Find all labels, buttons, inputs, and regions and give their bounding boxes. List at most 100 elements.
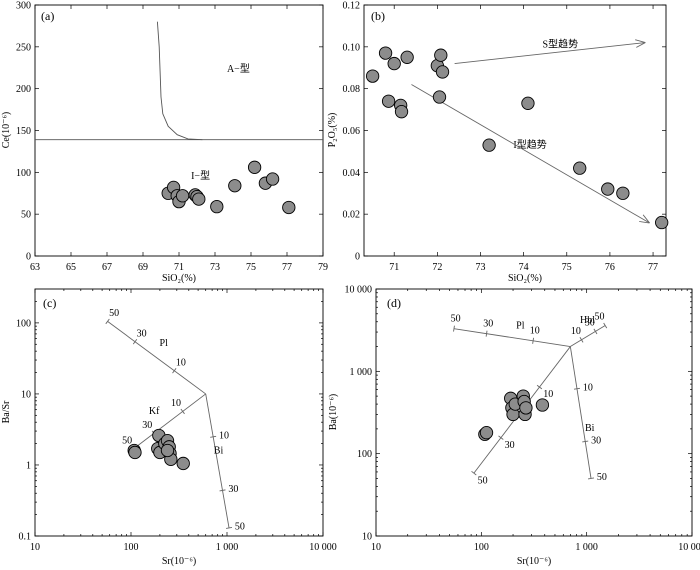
pl-vector-tick — [532, 337, 535, 344]
s-trend-arrow — [454, 43, 645, 65]
bi-vector-tick — [219, 489, 226, 492]
panel-d: (d) Sr(10⁻⁶) Ba(10⁻⁶) 10 100 1 000 10 000 10… — [328, 285, 700, 568]
bi-vector-tick — [573, 387, 581, 390]
panel-b-data-point — [387, 56, 401, 71]
panel-a-data-point — [192, 192, 206, 206]
kf-vector-tick — [536, 384, 543, 390]
bi-vector-tick — [210, 435, 217, 438]
pl-vector-line — [107, 321, 206, 395]
bi-vector-line — [205, 393, 230, 528]
kf-vector-tick-label: 50 — [122, 435, 132, 446]
pl-vector-tick-label: 50 — [109, 308, 119, 319]
panel-b-data-point — [381, 94, 396, 108]
panel-c-ytick-label: 100 — [16, 318, 31, 329]
panel-b-data-point — [601, 182, 615, 196]
panel-d-xlabel: Sr(10⁻⁶) — [517, 556, 551, 567]
panel-a-ytick-label: 100 — [16, 168, 31, 179]
panel-b-data-point — [616, 186, 630, 200]
panel-b-data-point — [655, 215, 669, 230]
panel-a-xtick-label: 75 — [246, 262, 256, 273]
annotation-i-trend: I型趋势 — [513, 138, 546, 151]
panel-a-ytick-label: 150 — [16, 126, 31, 137]
hbl-vector-tick — [593, 328, 598, 335]
panel-b-data-point — [434, 48, 448, 62]
panel-c-ytick-label: 0.1 — [19, 532, 32, 543]
pl-vector-tick — [453, 325, 455, 332]
panel-c-xtick-label: 10 — [30, 542, 40, 553]
pl-vector-line — [453, 328, 571, 347]
hbl-vector-tick — [579, 337, 584, 343]
bi-vector-tick — [582, 440, 589, 443]
panel-c-xlabel: Sr(10⁻⁶) — [162, 556, 196, 567]
panel-a-xtick-label: 73 — [210, 262, 220, 273]
panel-b-ytick-label: 0.04 — [343, 168, 361, 179]
pl-vector-tick-label: 30 — [483, 318, 493, 329]
kf-vector-tick-label: 10 — [171, 398, 181, 409]
panel-c-ytick-label: 1 — [26, 460, 31, 471]
panel-a-label: (a) — [41, 9, 54, 23]
panel-d-ytick-label: 1 000 — [350, 367, 373, 378]
panel-b-ytick-label: 0.06 — [343, 126, 361, 137]
annotation-i-type: I−型 — [191, 169, 210, 182]
panel-a-data-point — [282, 200, 296, 215]
panel-b-data-point — [378, 46, 393, 60]
panel-b-xlabel: SiO₂(%) — [508, 273, 542, 284]
panel-d-ylabel: Ba(10⁻⁶) — [328, 394, 339, 431]
annotation-s-trend: S型趋势 — [543, 38, 579, 51]
kf-vector-tick-label: 30 — [142, 420, 152, 431]
panel-b-xtick-label: 74 — [519, 262, 529, 273]
panel-d-data-point — [535, 398, 550, 412]
panel-b-data-point — [400, 50, 414, 64]
panel-a-ytick-label: 300 — [16, 1, 31, 12]
panel-c: (c) Sr(10⁻⁶) Ba/Sr 10 100 1 000 10 000 0.1 1 1… — [1, 288, 337, 567]
panel-b: (b) SiO₂(%) P₂O₅(%) S型趋势 I型趋势 71 72 73 74 75… — [327, 1, 669, 284]
panel-d-label: (d) — [387, 296, 401, 310]
panel-a-xtick-label: 69 — [138, 262, 148, 273]
panel-a-xtick-label: 65 — [66, 262, 76, 273]
panel-d-data-point — [479, 425, 494, 440]
kf-vector-tick — [471, 470, 477, 476]
bi-vector-tick-label: 50 — [235, 522, 245, 533]
panel-c-data-point — [128, 445, 142, 460]
panel-a-ytick-label: 50 — [21, 210, 31, 221]
pl-vector-label: Pl — [516, 321, 525, 332]
panel-c-data-point — [160, 443, 175, 458]
i-trend-arrow — [411, 84, 648, 222]
panel-b-xtick-label: 72 — [432, 262, 442, 273]
panel-a-frame — [34, 4, 324, 257]
panel-a-ytick-label: 250 — [16, 42, 31, 53]
bi-vector-tick-label: 50 — [597, 472, 607, 483]
panel-a-data-point — [175, 189, 190, 203]
panel-b-xtick-label: 73 — [475, 262, 485, 273]
boundary-curve — [156, 21, 203, 141]
panel-c-xtick-label: 100 — [124, 542, 139, 553]
kf-vector-tick-label: 50 — [478, 475, 488, 486]
panel-d-ytick-label: 10 000 — [345, 285, 373, 296]
panel-a-xtick-label: 67 — [102, 262, 112, 273]
panel-b-data-point — [435, 65, 450, 79]
pl-vector-tick-label: 10 — [176, 357, 186, 368]
pl-vector-tick — [172, 368, 177, 374]
panel-a-xtick-label: 63 — [30, 262, 40, 273]
panel-a-ytick-label: 200 — [16, 84, 31, 95]
panel-b-xtick-label: 77 — [648, 262, 658, 273]
panel-b-frame — [363, 4, 667, 257]
panel-b-data-point — [521, 96, 535, 110]
kf-vector-tick-label: 30 — [505, 440, 515, 451]
panel-b-xtick-label: 71 — [389, 262, 399, 273]
bi-vector-tick-label: 30 — [228, 484, 238, 495]
panel-b-xtick-label: 75 — [562, 262, 572, 273]
bi-vector-tick-label: 10 — [219, 430, 229, 441]
panel-c-frame — [34, 288, 324, 537]
panel-a-ylabel: Ce(10⁻⁶) — [1, 112, 12, 149]
panel-b-data-point — [394, 105, 409, 119]
pl-vector-tick-label: 30 — [137, 328, 147, 339]
hbl-vector-tick-label: 50 — [595, 312, 605, 323]
panel-a-ytick-label: 0 — [26, 252, 31, 263]
panel-b-ytick-label: 0.10 — [343, 42, 361, 53]
bi-vector-tick — [226, 526, 233, 529]
panel-c-data-point — [176, 456, 190, 471]
panel-b-data-point — [482, 138, 496, 152]
panel-d-xtick-label: 10 000 — [678, 542, 700, 553]
